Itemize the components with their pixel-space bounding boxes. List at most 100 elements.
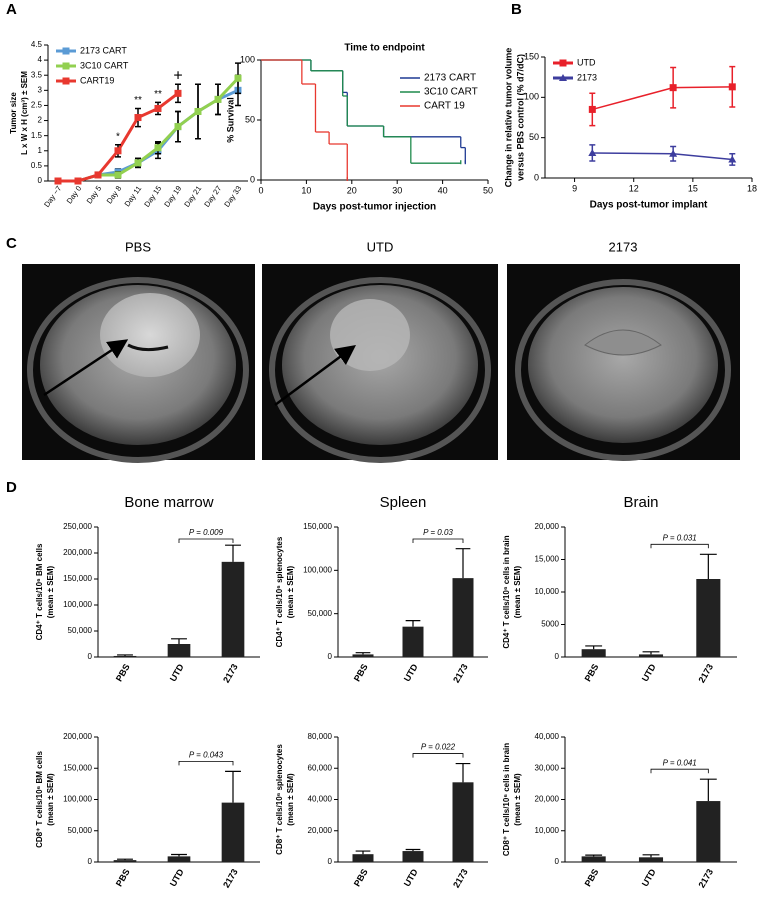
skull (515, 279, 731, 461)
y-tick-label: 200,000 (63, 548, 92, 557)
x-tick-label: PBS (114, 867, 132, 888)
x-tick-label: UTD (402, 867, 420, 888)
panel-letter: D (6, 479, 17, 496)
bar (452, 578, 474, 657)
y-axis-label: versus PBS control (% d7/dC) (515, 54, 525, 181)
x-tick-label: 2173 (696, 867, 715, 889)
point (174, 89, 182, 97)
y-tick-label: 0 (328, 652, 333, 661)
y-tick-label: 60,000 (308, 763, 333, 772)
bar (352, 654, 374, 657)
y-tick-label: 20,000 (308, 826, 333, 835)
y-tick-label: 0 (88, 652, 93, 661)
error-bar (225, 770, 241, 803)
series-line (58, 77, 240, 183)
x-tick-label: UTD (402, 662, 420, 683)
necrosis (127, 343, 169, 352)
y-tick-label: 1 (38, 146, 43, 155)
y-tick-label: 100,000 (63, 795, 92, 804)
significance-bracket (412, 538, 464, 543)
x-tick-label: 12 (629, 183, 639, 193)
significance-bracket (178, 760, 234, 766)
y-tick-label: 0 (38, 176, 43, 185)
point (588, 105, 596, 113)
x-tick-label: 40 (438, 185, 448, 195)
error-bar (405, 620, 421, 627)
x-tick-label: 2173 (451, 662, 470, 684)
arrow (274, 345, 357, 407)
point (588, 148, 597, 156)
x-tick-label: Day 21 (182, 184, 203, 209)
y-tick-label: 3 (38, 85, 43, 94)
bar (402, 851, 424, 862)
point (669, 84, 677, 92)
error-bar (405, 848, 421, 852)
y-tick-label: 150 (524, 51, 539, 61)
x-tick-label: Day 0 (65, 184, 84, 205)
chart-title: Bone marrow (124, 494, 213, 511)
bar (452, 782, 474, 862)
point (669, 149, 678, 157)
series-line (592, 152, 733, 161)
series-line (592, 86, 733, 111)
error-bar (585, 854, 603, 857)
error-bar (642, 651, 660, 655)
legend-marker (62, 62, 70, 70)
y-tick-label: 200,000 (63, 732, 92, 741)
bar (638, 654, 664, 657)
x-tick-label: UTD (168, 662, 186, 683)
p-value: P = 0.041 (663, 758, 697, 767)
legend-label: 2173 CART (80, 45, 127, 55)
x-tick-label: PBS (352, 867, 370, 888)
y-axis-label: (mean ± SEM) (46, 565, 55, 618)
y-tick-label: 150,000 (63, 763, 92, 772)
y-axis-label: CD8⁺ T cells/10⁶ cells in brain (502, 743, 511, 856)
x-tick-label: Day 8 (105, 184, 124, 205)
y-tick-label: 50,000 (68, 626, 93, 635)
legend-marker (62, 47, 70, 55)
significance-bracket (650, 543, 709, 549)
y-tick-label: 4.5 (31, 40, 43, 49)
skull (27, 277, 249, 463)
y-tick-label: 0 (88, 857, 93, 866)
annotation: ** (154, 89, 162, 100)
bar (402, 626, 424, 657)
y-axis-label: CD8⁺ T cells/10⁶ BM cells (35, 751, 44, 848)
error-bar (642, 854, 660, 858)
x-tick-label: UTD (640, 867, 658, 888)
y-tick-label: 250,000 (63, 522, 92, 531)
y-tick-label: 1.5 (31, 131, 43, 140)
y-axis-label: CD8⁺ T cells/10⁶ splenocytes (275, 744, 284, 855)
y-tick-label: 20,000 (535, 522, 560, 531)
skull (269, 277, 491, 463)
y-tick-label: 0 (328, 857, 333, 866)
p-value: P = 0.043 (189, 750, 224, 759)
y-tick-label: 150,000 (63, 574, 92, 583)
y-axis-label: % Survival (225, 97, 235, 143)
significance-bracket (178, 538, 234, 543)
y-tick-label: 5000 (541, 620, 559, 629)
x-tick-label: 18 (747, 183, 757, 193)
error-bar (171, 853, 187, 857)
x-axis-label: Days post-tumor injection (313, 202, 436, 213)
x-tick-label: PBS (583, 867, 601, 888)
y-tick-label: 30,000 (535, 763, 560, 772)
x-tick-label: Day 5 (85, 184, 104, 205)
point (54, 177, 62, 185)
y-axis-label: CD4⁺ T cells/10⁶ splenocytes (275, 536, 284, 647)
tumor (330, 299, 410, 371)
x-tick-label: 15 (688, 183, 698, 193)
point (174, 123, 182, 131)
x-tick-label: Day 11 (123, 184, 144, 208)
y-tick-label: 40,000 (535, 732, 560, 741)
error-bar (117, 654, 133, 656)
legend-label: 2173 (577, 72, 597, 82)
point (114, 147, 122, 155)
error-bar (585, 645, 603, 650)
legend-label: CART19 (80, 75, 114, 85)
y-tick-label: 40,000 (308, 795, 333, 804)
y-tick-label: 10,000 (535, 826, 560, 835)
x-tick-label: UTD (640, 662, 658, 683)
annotation: + (173, 68, 182, 85)
y-axis-label: CD4⁺ T cells/10⁶ cells in brain (502, 535, 511, 648)
